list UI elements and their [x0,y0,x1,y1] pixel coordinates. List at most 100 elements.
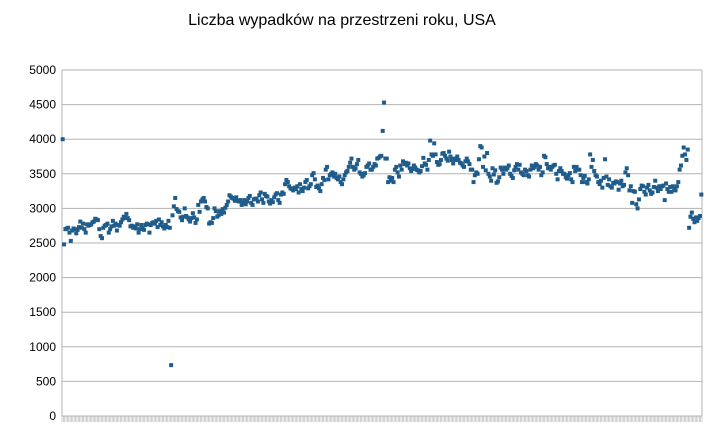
data-point [670,184,675,189]
data-point [356,157,361,162]
data-point [582,173,587,178]
data-point [390,175,395,180]
data-point [170,213,175,218]
data-point [148,223,153,228]
data-point [578,173,583,178]
data-point [432,141,437,146]
data-point [566,173,571,178]
data-point [489,178,494,183]
data-point [331,174,336,179]
data-point [413,165,418,170]
data-point [571,164,576,169]
data-point [490,166,495,171]
data-point [415,168,420,173]
data-point [437,162,442,167]
data-point [434,160,439,165]
data-point [521,173,526,178]
data-point [619,178,624,183]
data-point [459,161,464,166]
data-point [636,197,641,202]
data-point [410,166,415,171]
data-point [674,184,679,189]
data-point [363,171,368,176]
data-point [664,181,669,186]
data-point [341,177,346,182]
data-point [632,189,637,194]
data-point [105,221,110,226]
y-tick-labels: 0 500 1000 1500 2000 2500 3000 3500 4000 4500 5000 [29,63,56,423]
data-point [154,218,159,223]
data-point [173,196,178,201]
data-point [601,175,606,180]
data-point [296,190,301,195]
data-point [453,157,458,162]
data-point [109,224,114,229]
data-point [547,164,552,169]
data-point [350,164,355,169]
data-point [346,164,351,169]
data-point [307,184,312,189]
data-point [647,188,652,193]
data-point [354,162,359,167]
chart-title: Liczba wypadków na przestrzeni roku, USA [188,12,496,29]
data-point [630,200,635,205]
data-point [135,222,140,227]
data-point [129,223,134,228]
data-point [510,175,515,180]
data-point [691,216,696,221]
data-point [462,164,467,169]
data-point [456,157,461,162]
data-point [399,167,404,172]
data-point [186,217,191,222]
data-point [430,153,435,158]
data-point [196,202,201,207]
data-point [340,182,344,187]
data-point [441,151,446,156]
data-point [277,200,282,205]
data-point [448,154,453,159]
data-point [353,166,358,171]
data-point [239,202,244,207]
data-point [82,227,87,232]
data-point [139,223,144,228]
data-point [387,175,392,180]
data-point [180,218,184,223]
data-point [483,168,488,173]
data-point [607,177,612,182]
data-point [337,174,342,179]
data-point [308,182,313,187]
data-point [325,164,330,169]
data-point [697,214,702,219]
data-point [509,173,514,178]
data-point [615,180,620,185]
data-point [449,157,454,162]
data-point [158,223,163,228]
data-point [163,223,168,228]
data-point [624,166,629,171]
data-point [190,211,195,216]
data-point [67,230,72,235]
data-point [491,172,496,177]
data-point [97,227,102,232]
data-point [665,187,670,192]
data-point [692,220,697,225]
data-point [420,164,424,169]
data-point [137,227,142,232]
data-point [470,167,475,172]
data-point [342,173,347,178]
data-point [391,180,396,185]
y-tick-label: 1500 [29,305,56,319]
data-point [529,163,534,168]
data-point [536,167,541,172]
data-point [662,198,667,203]
data-point [514,162,519,167]
data-point [622,182,627,187]
data-point [600,185,605,190]
data-point [303,180,308,185]
data-point [74,231,79,236]
data-point [641,184,646,189]
data-point [537,164,542,169]
data-point [62,242,67,247]
axes [61,70,703,416]
